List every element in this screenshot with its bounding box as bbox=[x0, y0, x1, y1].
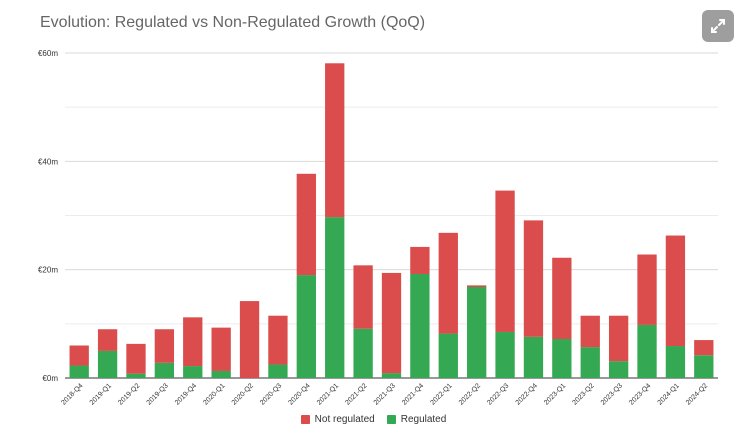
bar-regulated bbox=[580, 347, 600, 378]
bar-regulated bbox=[637, 324, 657, 378]
bar-regulated bbox=[523, 336, 544, 378]
bar-regulated bbox=[467, 287, 487, 378]
bar-not-regulated bbox=[467, 285, 487, 287]
bar-regulated bbox=[381, 373, 402, 378]
x-tick-label: 2021-Q3 bbox=[373, 382, 397, 406]
bar-not-regulated bbox=[97, 329, 118, 351]
bar-not-regulated bbox=[268, 315, 288, 365]
x-tick-label: 2021-Q2 bbox=[344, 382, 368, 406]
x-tick-label: 2023-Q2 bbox=[571, 382, 595, 406]
bar-regulated bbox=[438, 333, 458, 378]
x-tick-label: 2021-Q4 bbox=[401, 382, 425, 406]
bar-regulated bbox=[296, 275, 316, 378]
x-tick-label: 2019-Q4 bbox=[174, 382, 198, 406]
bar-regulated bbox=[97, 350, 118, 378]
bar-regulated bbox=[154, 362, 175, 378]
x-tick-label: 2023-Q1 bbox=[543, 382, 567, 406]
bar-not-regulated bbox=[580, 315, 600, 348]
y-tick-label: €20m bbox=[38, 266, 58, 275]
expand-button[interactable] bbox=[702, 10, 734, 42]
x-tick-label: 2021-Q1 bbox=[316, 382, 340, 406]
x-tick-label: 2020-Q4 bbox=[288, 382, 312, 406]
bar-regulated bbox=[495, 331, 515, 378]
bar-not-regulated bbox=[69, 345, 89, 366]
x-tick-label: 2018-Q4 bbox=[60, 382, 84, 406]
bar-not-regulated bbox=[296, 173, 316, 276]
x-tick-label: 2023-Q4 bbox=[628, 382, 652, 406]
x-tick-label: 2022-Q1 bbox=[429, 382, 453, 406]
bar-not-regulated bbox=[239, 301, 260, 378]
x-tick-label: 2020-Q2 bbox=[231, 382, 255, 406]
bar-not-regulated bbox=[381, 272, 402, 374]
bar-regulated bbox=[410, 274, 430, 378]
bar-not-regulated bbox=[211, 327, 231, 371]
bar-not-regulated bbox=[495, 190, 515, 332]
bar-not-regulated bbox=[325, 63, 345, 218]
legend-swatch bbox=[300, 415, 310, 424]
legend-swatch bbox=[386, 415, 396, 424]
chart-title: Evolution: Regulated vs Non-Regulated Gr… bbox=[40, 14, 426, 31]
bar-regulated bbox=[69, 365, 89, 378]
bar-regulated bbox=[665, 346, 686, 378]
expand-icon bbox=[711, 19, 725, 33]
legend-label: Not regulated bbox=[314, 414, 375, 425]
x-tick-label: 2022-Q4 bbox=[515, 382, 539, 406]
bar-not-regulated bbox=[523, 220, 544, 337]
x-tick-label: 2020-Q3 bbox=[259, 382, 283, 406]
y-tick-label: €60m bbox=[38, 49, 58, 58]
legend-label: Regulated bbox=[400, 414, 447, 425]
x-tick-label: 2020-Q1 bbox=[202, 382, 226, 406]
x-tick-label: 2022-Q2 bbox=[458, 382, 482, 406]
bar-regulated bbox=[608, 361, 629, 378]
y-tick-label: €0m bbox=[42, 374, 58, 383]
x-tick-label: 2019-Q1 bbox=[89, 382, 113, 406]
bar-not-regulated bbox=[608, 315, 629, 362]
legend-item: Regulated bbox=[386, 414, 447, 425]
bar-not-regulated bbox=[637, 254, 657, 325]
x-tick-label: 2024-Q2 bbox=[685, 382, 709, 406]
x-tick-label: 2023-Q3 bbox=[600, 382, 624, 406]
bar-regulated bbox=[552, 339, 572, 378]
bar-regulated bbox=[694, 355, 714, 378]
bar-not-regulated bbox=[552, 257, 572, 339]
x-tick-label: 2024-Q1 bbox=[657, 382, 681, 406]
y-tick-label: €40m bbox=[38, 157, 58, 166]
x-tick-label: 2019-Q2 bbox=[117, 382, 141, 406]
bar-regulated bbox=[126, 373, 146, 378]
x-tick-label: 2022-Q3 bbox=[486, 382, 510, 406]
bar-not-regulated bbox=[183, 317, 203, 367]
bar-not-regulated bbox=[154, 329, 175, 363]
bar-regulated bbox=[268, 364, 288, 378]
x-tick-label: 2019-Q3 bbox=[146, 382, 170, 406]
bar-regulated bbox=[353, 328, 373, 378]
bar-not-regulated bbox=[126, 343, 146, 374]
bar-not-regulated bbox=[665, 235, 686, 347]
legend: Not regulated Regulated bbox=[0, 414, 747, 425]
bar-not-regulated bbox=[438, 232, 458, 334]
legend-item: Not regulated bbox=[300, 414, 375, 425]
bar-not-regulated bbox=[694, 340, 714, 356]
bar-regulated bbox=[325, 217, 345, 378]
bar-not-regulated bbox=[353, 265, 373, 329]
bar-not-regulated bbox=[410, 246, 430, 274]
bar-regulated bbox=[211, 370, 231, 378]
bar-regulated bbox=[183, 366, 203, 378]
